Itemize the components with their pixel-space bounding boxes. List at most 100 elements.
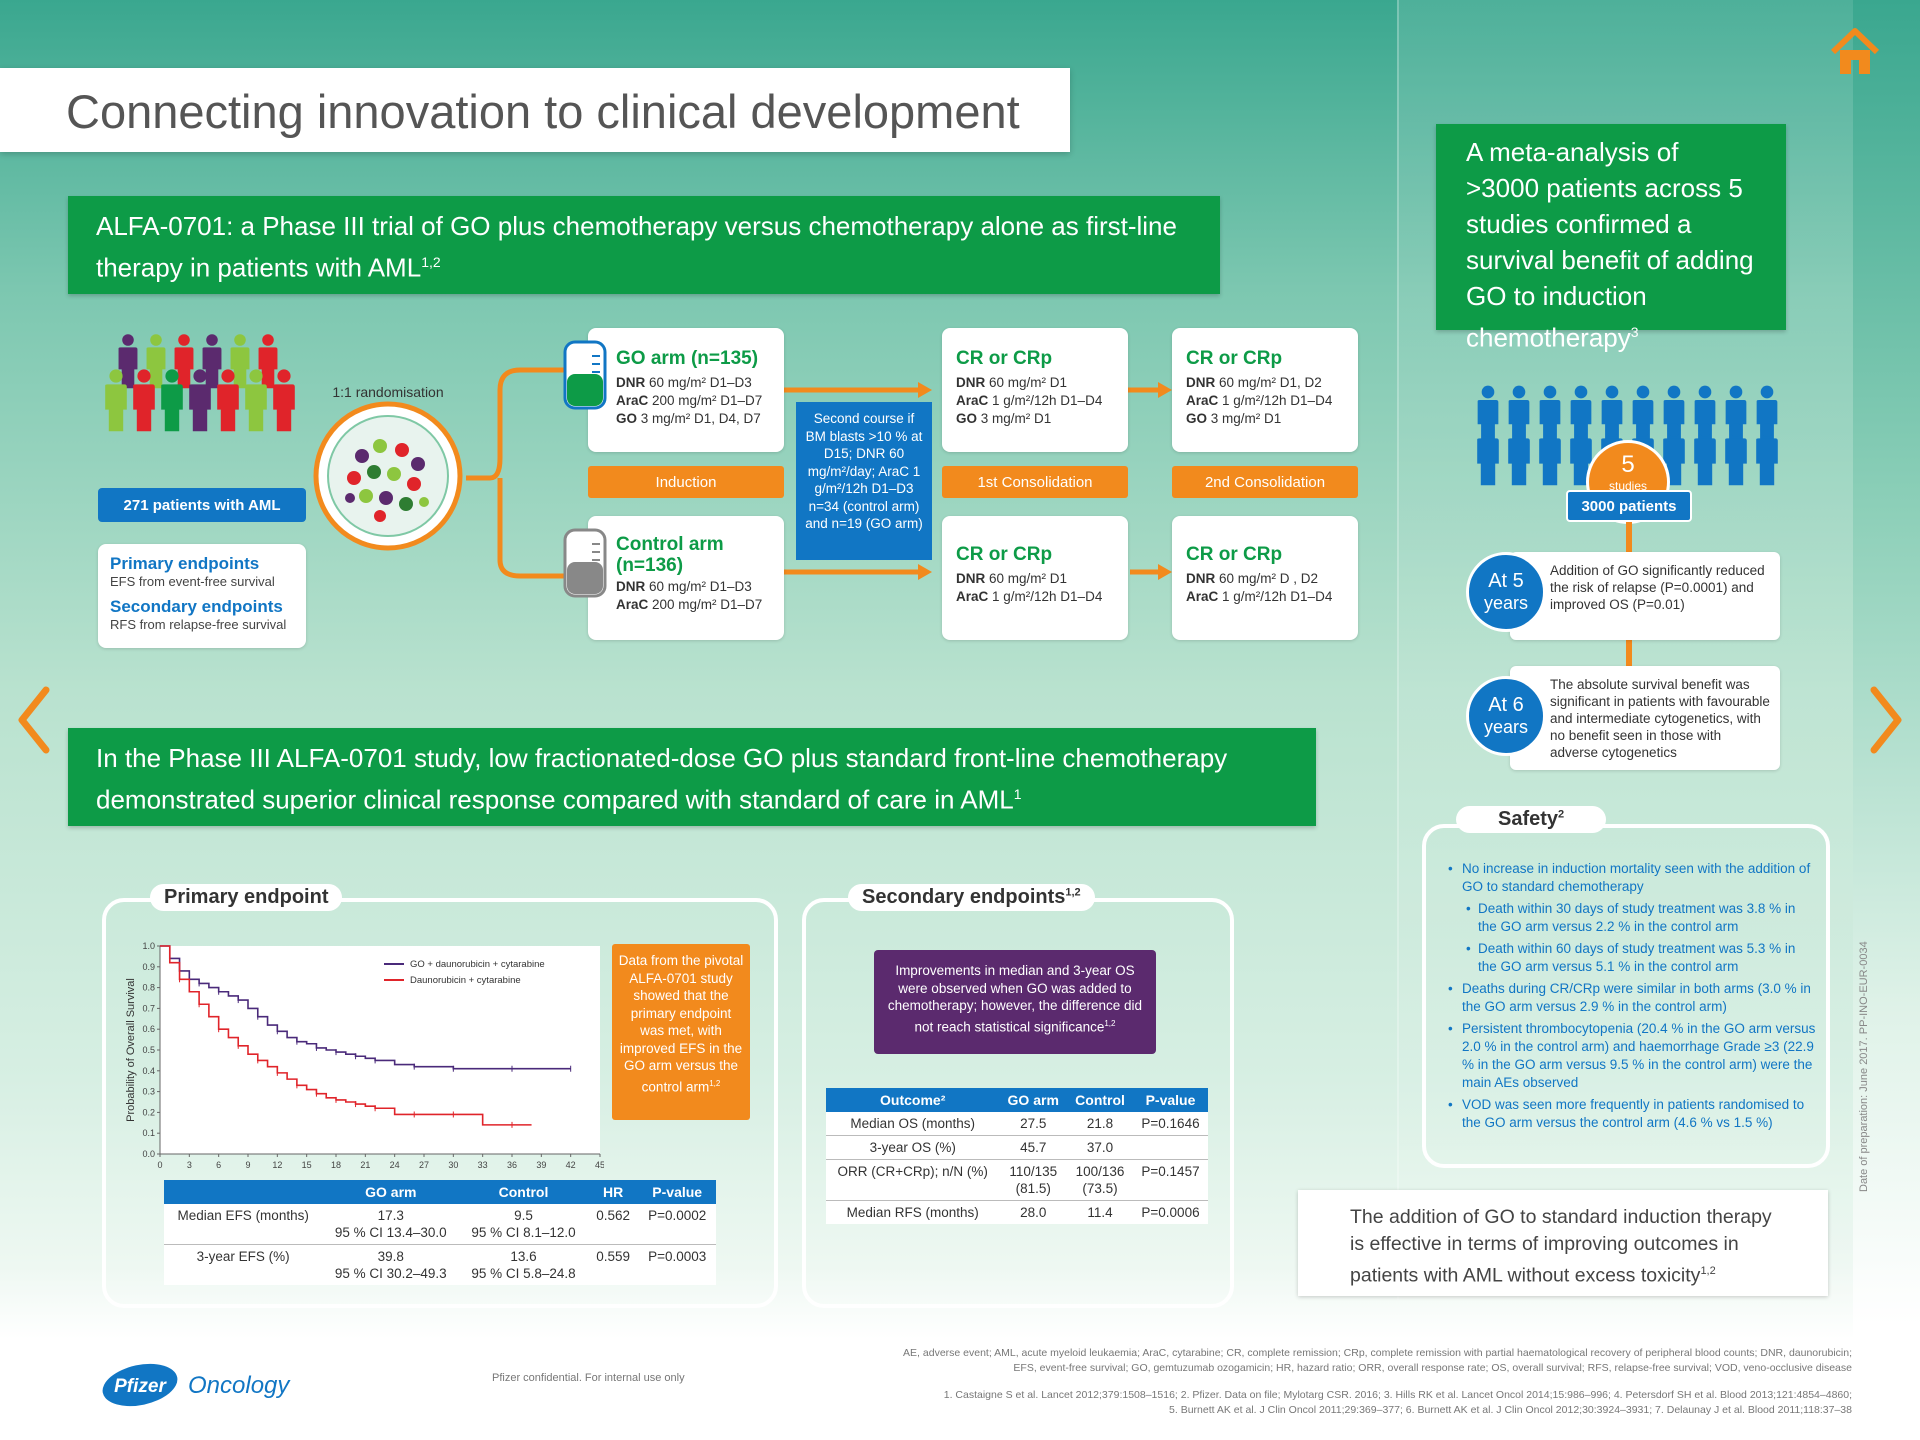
x-tick-label: 12: [272, 1160, 282, 1170]
control-arm-title: Control arm (n=136): [616, 534, 724, 576]
pfizer-logo: Pfizer Oncology: [100, 1362, 289, 1408]
primary-endpoint-label: Primary endpoint: [150, 884, 343, 911]
table-cell: P=0.0002: [648, 1208, 707, 1223]
control-arm-card: Control arm (n=136) DNR 60 mg/m² D1–D3 A…: [588, 516, 784, 640]
svg-text:Pfizer: Pfizer: [114, 1376, 167, 1397]
results-banner: In the Phase III ALFA-0701 study, low fr…: [68, 728, 1316, 826]
go-arm-card: GO arm (n=135) DNR 60 mg/m² D1–D3 AraC 2…: [588, 328, 784, 452]
trial-banner: ALFA-0701: a Phase III trial of GO plus …: [68, 196, 1220, 294]
person-icon: [1725, 423, 1747, 486]
table-cell: 17.3 95 % CI 13.4–30.0: [334, 1208, 447, 1240]
second-course-box: Second course if BM blasts >10 % at D15;…: [796, 402, 932, 560]
randomisation-label: 1:1 randomisation: [332, 384, 444, 400]
consolidation-2-tag: 2nd Consolidation: [1172, 466, 1358, 498]
x-tick-label: 36: [507, 1160, 517, 1170]
table-cell: P=0.0006: [1133, 1200, 1208, 1224]
table-cell: 39.8 95 % CI 30.2–49.3: [322, 1244, 460, 1285]
patients-label: 271 patients with AML: [98, 488, 306, 522]
x-axis-label: Months: [362, 1173, 399, 1174]
y-tick-label: 0.2: [142, 1107, 155, 1117]
legend-label: Daunorubicin + cytarabine: [410, 975, 521, 986]
home-button[interactable]: [1830, 26, 1880, 78]
table-cell: Median OS (months): [850, 1116, 975, 1131]
table-header: Outcome²: [826, 1088, 1000, 1112]
person-icon: [133, 369, 155, 432]
year6-badge: At 6 years: [1466, 676, 1546, 756]
go-consolidation-1-card: CR or CRp DNR 60 mg/m² D1 AraC 1 g/m²/12…: [942, 328, 1128, 452]
pfizer-oncology: Oncology: [188, 1372, 290, 1399]
primary-endpoints-sub: EFS from event-free survival: [110, 574, 275, 589]
person-icon: [202, 334, 222, 389]
x-tick-label: 30: [448, 1160, 458, 1170]
safety-item: Deaths during CR/CRp were similar in bot…: [1444, 980, 1816, 1016]
trial-banner-sup: 1,2: [421, 254, 441, 270]
randomisation-dish: [310, 398, 466, 554]
primary-endpoints-title: Primary endpoints: [110, 554, 260, 573]
y-tick-label: 0.7: [142, 1003, 155, 1013]
secondary-endpoints-sub: RFS from relapse-free survival: [110, 617, 287, 632]
abbreviations: AE, adverse event; AML, acute myeloid le…: [903, 1347, 1852, 1374]
x-tick-label: 33: [478, 1160, 488, 1170]
x-tick-label: 15: [302, 1160, 312, 1170]
table-cell: P=0.1457: [1133, 1159, 1208, 1201]
safety-label: Safety2: [1456, 806, 1607, 833]
table-header: Control: [459, 1180, 588, 1204]
table-header: Control: [1067, 1088, 1134, 1112]
control-consolidation-1-card: CR or CRp DNR 60 mg/m² D1 AraC 1 g/m²/12…: [942, 516, 1128, 640]
table-cell: 45.7: [999, 1135, 1068, 1160]
x-tick-label: 18: [331, 1160, 341, 1170]
y-tick-label: 0.4: [142, 1066, 155, 1076]
y-axis-label: Probability of Overall Survival: [125, 978, 137, 1122]
safety-panel: [1422, 824, 1830, 1168]
table-cell: Median EFS (months): [177, 1208, 309, 1223]
table-header: HR: [587, 1180, 639, 1204]
y-tick-label: 1.0: [142, 941, 155, 951]
meta-banner: A meta-analysis of >3000 patients across…: [1436, 124, 1786, 353]
next-page-button[interactable]: [1868, 684, 1906, 756]
secondary-table: Outcome² GO arm Control P-value Median OS (m…: [826, 1088, 1208, 1224]
references: 1. Castaigne S et al. Lancet 2012;379:15…: [943, 1389, 1852, 1416]
iv-bag-grey-icon: [562, 526, 608, 600]
table-cell: P=0.0003: [638, 1244, 716, 1285]
y-tick-label: 0.9: [142, 962, 155, 972]
table-cell: 37.0: [1067, 1135, 1134, 1160]
secondary-endpoints-title: Secondary endpoints: [110, 597, 283, 616]
table-header: [164, 1180, 323, 1204]
safety-item: Persistent thrombocytopenia (20.4 % in t…: [1444, 1020, 1816, 1092]
table-row: ORR (CR+CRp); n/N (%) 110/135 (81.5) 100/13…: [826, 1159, 1208, 1201]
results-banner-text: In the Phase III ALFA-0701 study, low fr…: [96, 743, 1228, 815]
table-cell: 28.0: [999, 1200, 1068, 1224]
person-icon: [146, 334, 166, 389]
person-icon: [273, 369, 295, 432]
patient-figures: [104, 328, 304, 478]
table-cell: ORR (CR+CRp); n/N (%): [826, 1159, 1000, 1201]
iv-bag-green-icon: [562, 338, 608, 412]
table-cell: 0.559: [587, 1244, 639, 1285]
x-tick-label: 0: [157, 1160, 162, 1170]
consolidation-1-tag: 1st Consolidation: [942, 466, 1128, 498]
right-edge-bg: [1853, 0, 1920, 1440]
x-tick-label: 3: [187, 1160, 192, 1170]
table-cell: 3-year EFS (%): [164, 1244, 323, 1285]
x-tick-label: 6: [216, 1160, 221, 1170]
table-row: Median RFS (months) 28.0 11.4 P=0.0006: [826, 1200, 1208, 1224]
primary-note: Data from the pivotal ALFA-0701 study sh…: [612, 944, 750, 1120]
home-icon: [1830, 28, 1880, 74]
person-icon: [217, 369, 239, 432]
table-cell: 21.8: [1086, 1116, 1114, 1131]
y-tick-label: 0.0: [142, 1149, 155, 1159]
person-icon: [230, 334, 250, 389]
secondary-endpoints-label: Secondary endpoints1,2: [848, 884, 1095, 911]
control-consolidation-2-card: CR or CRp DNR 60 mg/m² D , D2 AraC 1 g/m…: [1172, 516, 1358, 640]
year6-card: The absolute survival benefit was signif…: [1510, 666, 1780, 770]
prev-page-button[interactable]: [14, 684, 52, 756]
x-tick-label: 21: [360, 1160, 370, 1170]
table-header: GO arm: [322, 1180, 460, 1204]
x-tick-label: 9: [245, 1160, 250, 1170]
chevron-left-icon: [18, 686, 50, 754]
endpoints-card: Primary endpoints EFS from event-free su…: [98, 544, 306, 648]
primary-endpoint-panel: [102, 898, 778, 1308]
person-icon: [1539, 423, 1561, 486]
induction-tag: Induction: [588, 466, 784, 498]
x-tick-label: 27: [419, 1160, 429, 1170]
